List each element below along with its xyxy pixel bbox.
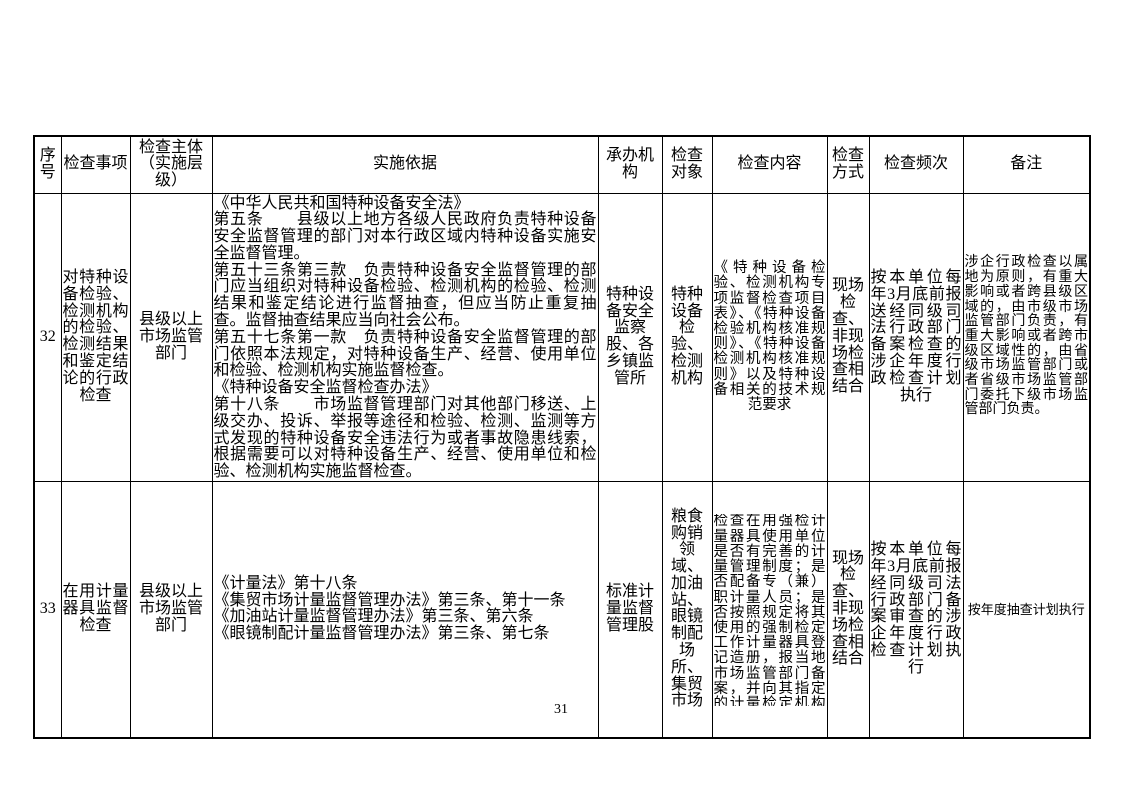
column-header-no: 序号 [33,135,62,194]
table-header-row: 序号 检查事项 检查主体 （实施层级） 实施依据 承办机构 检查对象 检查内容 … [33,135,1091,194]
cell-33-basis: 《计量法》第十八条 《集贸市场计量监督管理办法》第三条、第十一条 《加油站计量监… [211,481,599,739]
cell-32-content: 《特种设备检验、检测机构专项监督检查项目表》、《特种设备检验机构核准规则》、《特… [711,192,828,483]
column-header-item: 检查事项 [60,135,131,194]
column-header-basis: 实施依据 [211,135,599,194]
cell-33-remark: 按年度抽查计划执行 [962,481,1091,739]
table-row-33: 33 在用计量器具监督检查 县级以上市场监管部门 《计量法》第十八条 《集贸市场… [33,481,1091,739]
cell-33-item: 在用计量器具监督检查 [60,481,131,739]
cell-32-remark: 涉企行政检查以属地为原则，有重大影响或者跨县级区域的，由市级市场监管部门负责，有… [962,192,1091,483]
cell-33-organization: 标准计量监督管理股 [597,481,663,739]
inspection-table: 序号 检查事项 检查主体 （实施层级） 实施依据 承办机构 检查对象 检查内容 … [33,135,1091,739]
cell-32-target: 特种设备检验、检测机构 [661,192,713,483]
cell-32-method: 现场检查、非现场检查相结合 [826,192,870,483]
cell-33-content: 检查在用强检计量器具使用单位是否有完善的计量管理制度；是否配备专（兼）职计量人员… [711,481,828,739]
cell-32-basis: 《中华人民共和国特种设备安全法》 第五条 县级以上地方各级人民政府负责特种设备安… [211,192,599,483]
cell-33-target: 粮食购销领域、加油站、眼镜制配场所、集贸市场 [661,481,713,739]
cell-33-subject: 县级以上市场监管部门 [129,481,213,739]
column-header-organization: 承办机构 [597,135,663,194]
cell-32-frequency: 按本单位每年3月底前报送经同级司法行政部门备案检查的涉企年度行政检查计划执行 [868,192,964,483]
cell-33-frequency: 按本单位每年3月底前报经同级司法行政部门备案审查的涉企年度行政检查计划执行 [868,481,964,739]
column-header-subject: 检查主体 （实施层级） [129,135,213,194]
column-header-remark: 备注 [962,135,1091,194]
cell-32-subject: 县级以上市场监管部门 [129,192,213,483]
cell-33-no: 33 [33,481,62,739]
cell-32-no: 32 [33,192,62,483]
cell-33-content-text: 检查在用强检计量器具使用单位是否有完善的计量管理制度；是否配备专（兼）职计量人员… [713,514,826,707]
page-number: 31 [554,702,568,717]
table-row-32: 32 对特种设备检验、检测机构的检验、检测结果和鉴定结论的行政检查 县级以上市场… [33,192,1091,483]
column-header-frequency: 检查频次 [868,135,964,194]
column-header-content: 检查内容 [711,135,828,194]
cell-32-item: 对特种设备检验、检测机构的检验、检测结果和鉴定结论的行政检查 [60,192,131,483]
cell-33-method: 现场检查、非现场检查相结合 [826,481,870,739]
column-header-target: 检查对象 [661,135,713,194]
column-header-method: 检查方式 [826,135,870,194]
cell-32-organization: 特种设备安全监察股、各乡镇监管所 [597,192,663,483]
